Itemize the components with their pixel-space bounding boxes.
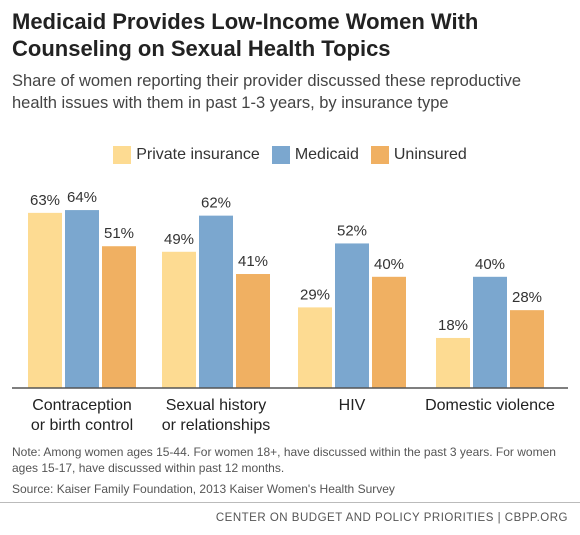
value-label: 52% xyxy=(337,222,367,239)
legend-swatch xyxy=(113,146,132,164)
value-label: 51% xyxy=(104,225,134,242)
value-label: 29% xyxy=(300,286,330,303)
legend-label: Private insurance xyxy=(136,146,260,163)
legend-item: Private insurance xyxy=(113,146,260,164)
legend-label: Medicaid xyxy=(294,146,359,163)
x-tick-label: Domestic violence xyxy=(425,397,555,414)
source: Source: Kaiser Family Foundation, 2013 K… xyxy=(12,482,395,496)
bar xyxy=(473,276,507,388)
value-label: 62% xyxy=(201,195,231,212)
bar xyxy=(510,310,544,388)
note: Note: Among women ages 15-44. For women … xyxy=(12,445,556,475)
value-label: 18% xyxy=(438,317,468,334)
chart-title: Medicaid Provides Low-Income Women With … xyxy=(12,9,479,61)
bar xyxy=(199,215,233,388)
legend-swatch xyxy=(271,146,290,164)
legend-swatch xyxy=(370,146,389,164)
legend-item: Uninsured xyxy=(370,146,467,164)
value-label: 40% xyxy=(374,256,404,273)
bar xyxy=(372,276,406,388)
value-label: 41% xyxy=(238,253,268,270)
bar xyxy=(65,210,99,388)
value-label: 28% xyxy=(512,289,542,306)
value-label: 63% xyxy=(30,192,60,209)
value-label: 40% xyxy=(475,256,505,273)
chart-subtitle: Share of women reporting their provider … xyxy=(12,72,522,112)
x-tick-label: HIV xyxy=(338,397,366,414)
footer: CENTER ON BUDGET AND POLICY PRIORITIES |… xyxy=(215,512,568,524)
bar xyxy=(102,246,136,388)
x-tick-label: Sexual history or relationships xyxy=(161,397,271,434)
bar xyxy=(298,307,332,388)
legend: Private insurance Medicaid Uninsured xyxy=(0,146,580,164)
bar xyxy=(436,337,470,388)
value-label: 64% xyxy=(67,189,97,206)
legend-label: Uninsured xyxy=(393,146,467,163)
footer-rule xyxy=(0,502,580,503)
bar xyxy=(162,251,196,388)
x-tick-label: Contraception or birth control xyxy=(30,397,134,434)
bar xyxy=(335,243,369,388)
value-label: 49% xyxy=(164,231,194,248)
bar xyxy=(236,274,270,388)
bar xyxy=(28,212,62,388)
legend-item: Medicaid xyxy=(271,146,359,164)
